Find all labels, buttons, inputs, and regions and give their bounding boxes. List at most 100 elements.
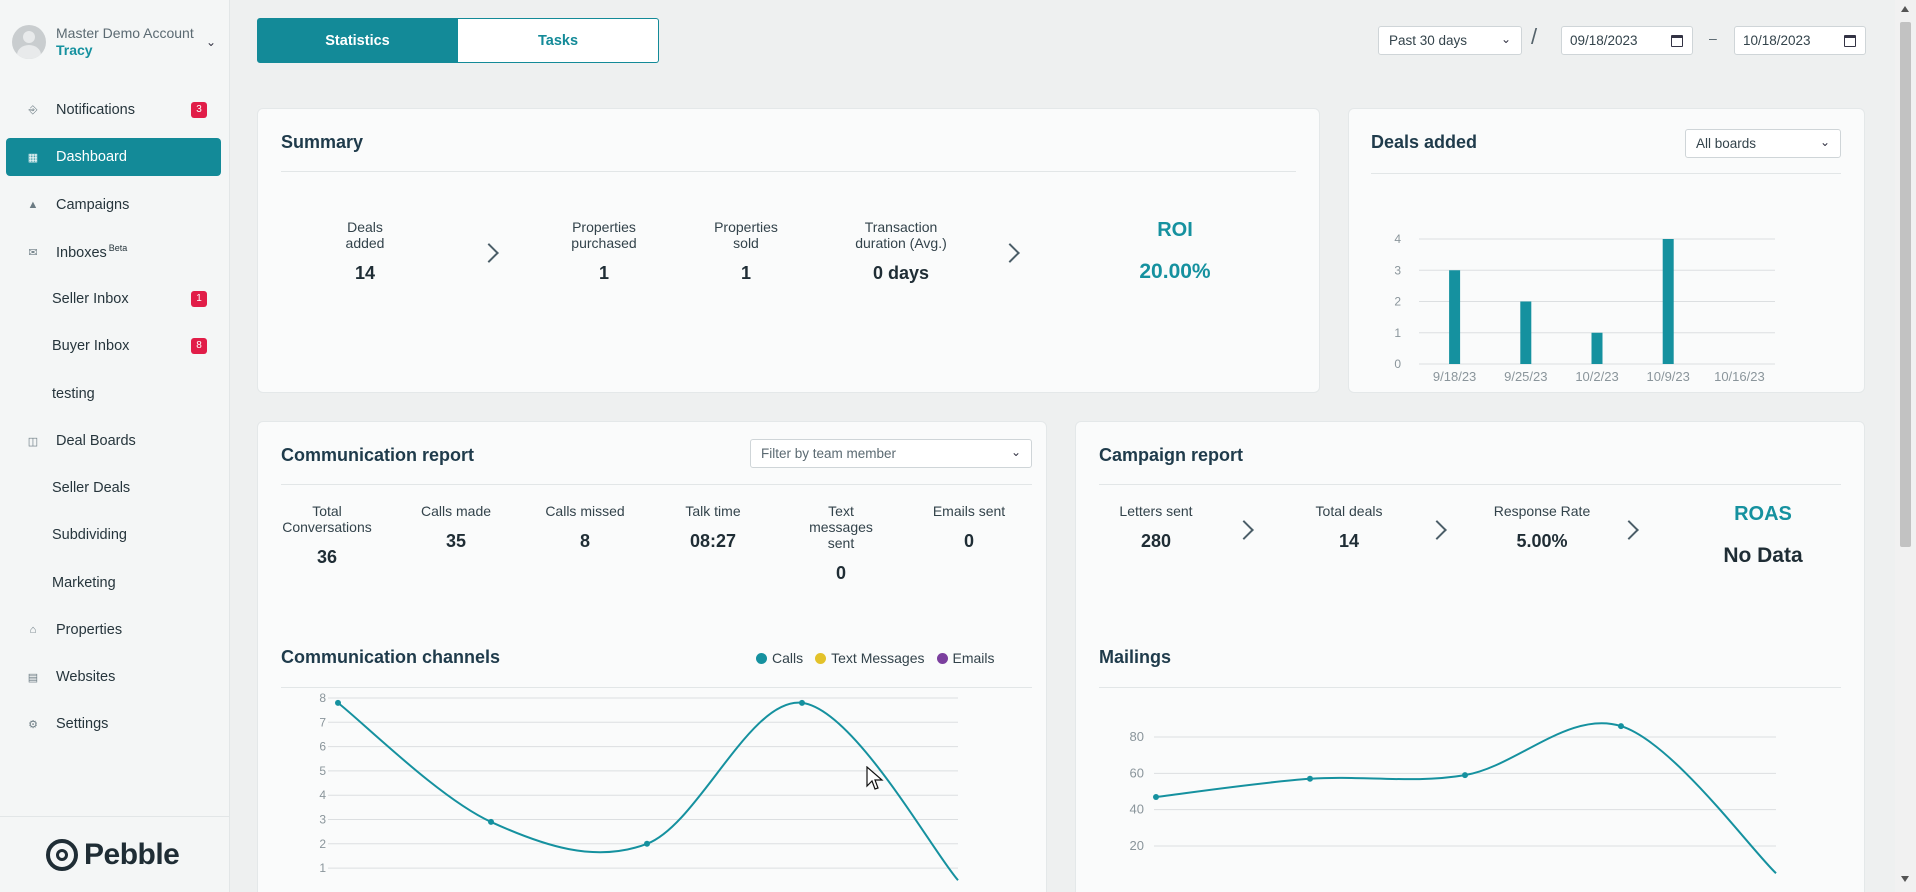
board-filter-select[interactable]: All boards ⌄	[1685, 129, 1841, 158]
chart-icon: ▦	[27, 151, 39, 164]
summary-card: Summary Deals added 14 Properties purcha…	[257, 108, 1320, 393]
comm-stat: Calls made 35	[401, 503, 511, 552]
sidebar-item-dashboard[interactable]: ▦ Dashboard	[6, 138, 221, 176]
bell-icon: ⎆	[28, 103, 38, 116]
stat-properties-sold: Properties sold 1	[714, 219, 778, 283]
tab-statistics[interactable]: Statistics	[257, 18, 458, 63]
stat-total-deals: Total deals 14	[1315, 503, 1383, 551]
account-switcher[interactable]: Master Demo Account Tracy ⌄	[12, 22, 222, 62]
comm-stat: Talk time 08:27	[658, 503, 768, 552]
campaign-card: Campaign report Letters sent 280 Total d…	[1075, 421, 1865, 892]
x-tick-label: 9/25/23	[1504, 369, 1547, 384]
roas-label: ROAS	[1734, 503, 1792, 525]
y-tick-label: 1	[319, 861, 326, 875]
communication-channels-chart: 1 2 3 4 5 6 7 8	[319, 692, 959, 881]
team-member-filter[interactable]: Filter by team member ⌄	[750, 439, 1032, 468]
chevron-right-icon	[1427, 520, 1447, 540]
avatar	[12, 25, 46, 59]
summary-title: Summary	[281, 132, 364, 152]
y-tick-label: 3	[1394, 263, 1401, 277]
channels-title: Communication channels	[281, 647, 501, 667]
text-legend-dot	[815, 652, 827, 664]
calendar-icon[interactable]	[1671, 35, 1683, 47]
comm-stat-value: 35	[445, 531, 467, 551]
comm-stat: Emails sent 0	[914, 503, 1024, 552]
sidebar-divider	[0, 816, 230, 817]
calendar-icon[interactable]	[1844, 35, 1856, 47]
sidebar-item-campaigns[interactable]: ▲ Campaigns	[6, 186, 221, 224]
comm-stat-label: Talk time	[685, 503, 741, 519]
megaphone-icon: ▲	[27, 199, 39, 211]
sidebar-item-seller-deals[interactable]: Seller Deals	[52, 480, 131, 496]
comm-stat-value: 36	[316, 547, 338, 567]
y-tick-label: 6	[319, 740, 326, 754]
y-tick-label: 80	[1130, 729, 1144, 744]
sidebar-item-websites[interactable]: ▤ Websites	[6, 658, 221, 696]
y-tick-label: 7	[319, 715, 326, 729]
buyer-inbox-badge: 8	[191, 338, 207, 354]
sidebar-item-properties[interactable]: ⌂ Properties	[6, 611, 221, 649]
tab-tasks[interactable]: Tasks	[458, 18, 659, 63]
y-tick-label: 5	[319, 764, 326, 778]
y-tick-label: 3	[319, 813, 326, 827]
stat-deals-added: Deals added 14	[345, 219, 385, 283]
sidebar-item-inboxes[interactable]: ✉ Inboxes Beta	[6, 233, 221, 271]
comm-stat-label: Calls missed	[545, 503, 625, 519]
sidebar-item-marketing[interactable]: Marketing	[52, 575, 116, 591]
mailings-title: Mailings	[1099, 647, 1172, 667]
y-tick-label: 4	[319, 788, 326, 802]
mailings-chart: 20 40 60 80	[1130, 722, 1777, 874]
chevron-down-icon: ⌄	[1819, 135, 1830, 149]
pebble-logo[interactable]: Pebble	[46, 838, 180, 872]
notifications-badge: 3	[191, 102, 207, 118]
scroll-down-arrow-icon[interactable]	[1901, 876, 1909, 882]
seller-inbox-badge: 1	[191, 291, 207, 307]
inbox-icon: ✉	[28, 246, 38, 259]
data-point	[799, 699, 805, 706]
x-tick-label: 10/9/23	[1647, 369, 1690, 384]
sidebar-item-subdividing[interactable]: Subdividing	[52, 527, 127, 543]
y-tick-label: 8	[319, 692, 326, 705]
sidebar-item-settings[interactable]: ⚙ Settings	[6, 705, 221, 743]
y-tick-label: 4	[1394, 232, 1401, 246]
bar	[1662, 239, 1674, 364]
sidebar-item-seller-inbox[interactable]: Seller Inbox 1	[6, 280, 221, 318]
start-date-input[interactable]: 09/18/2023	[1561, 26, 1693, 55]
data-point	[335, 699, 341, 706]
comm-stat: Total Conversations 36	[272, 503, 382, 568]
home-icon: ⌂	[29, 624, 37, 636]
stat-properties-purchased: Properties purchased 1	[571, 219, 637, 283]
scroll-up-arrow-icon[interactable]	[1901, 6, 1909, 12]
comm-stat-label: Total Conversations	[282, 503, 372, 535]
sidebar-item-notifications[interactable]: ⎆ Notifications 3	[6, 91, 221, 129]
page-scrollbar[interactable]	[1895, 0, 1916, 892]
data-point	[1618, 723, 1624, 730]
communication-card: Communication report Filter by team memb…	[257, 421, 1047, 892]
sidebar-item-deal-boards[interactable]: ◫ Deal Boards	[6, 422, 221, 460]
y-tick-label: 20	[1130, 838, 1144, 853]
data-point	[1153, 793, 1159, 800]
sidebar-item-buyer-inbox[interactable]: Buyer Inbox 8	[6, 327, 221, 365]
y-tick-label: 40	[1130, 802, 1144, 817]
data-point	[644, 840, 650, 847]
y-tick-label: 60	[1130, 765, 1144, 780]
sidebar-item-testing[interactable]: testing	[52, 386, 95, 402]
y-tick-label: 2	[319, 837, 326, 851]
deals-added-chart: 0 1 2 3 4 9/18/23 9/25/23 10/2/23 10/9/23 10/16/2…	[1394, 232, 1775, 384]
date-range-select[interactable]: Past 30 days ⌄	[1378, 26, 1522, 55]
chevron-right-icon	[1234, 520, 1254, 540]
data-point	[1462, 772, 1468, 779]
date-range-divider: /	[1531, 24, 1538, 49]
end-date-input[interactable]: 10/18/2023	[1734, 26, 1866, 55]
date-dash: –	[1709, 30, 1717, 46]
chevron-down-icon[interactable]: ⌄	[205, 35, 216, 49]
deals-added-title: Deals added	[1371, 132, 1478, 152]
chevron-right-icon	[479, 243, 499, 263]
x-tick-label: 10/2/23	[1575, 369, 1618, 384]
scroll-thumb[interactable]	[1900, 22, 1911, 547]
stat-letters-sent: Letters sent 280	[1119, 503, 1193, 551]
comm-stat-label: Emails sent	[932, 503, 1006, 519]
emails-legend-dot	[936, 652, 948, 664]
deals-added-card: Deals added All boards ⌄ 0 1 2 3 4 9/18/23 9/2…	[1348, 108, 1865, 393]
comm-stat-value: 0	[963, 531, 974, 551]
